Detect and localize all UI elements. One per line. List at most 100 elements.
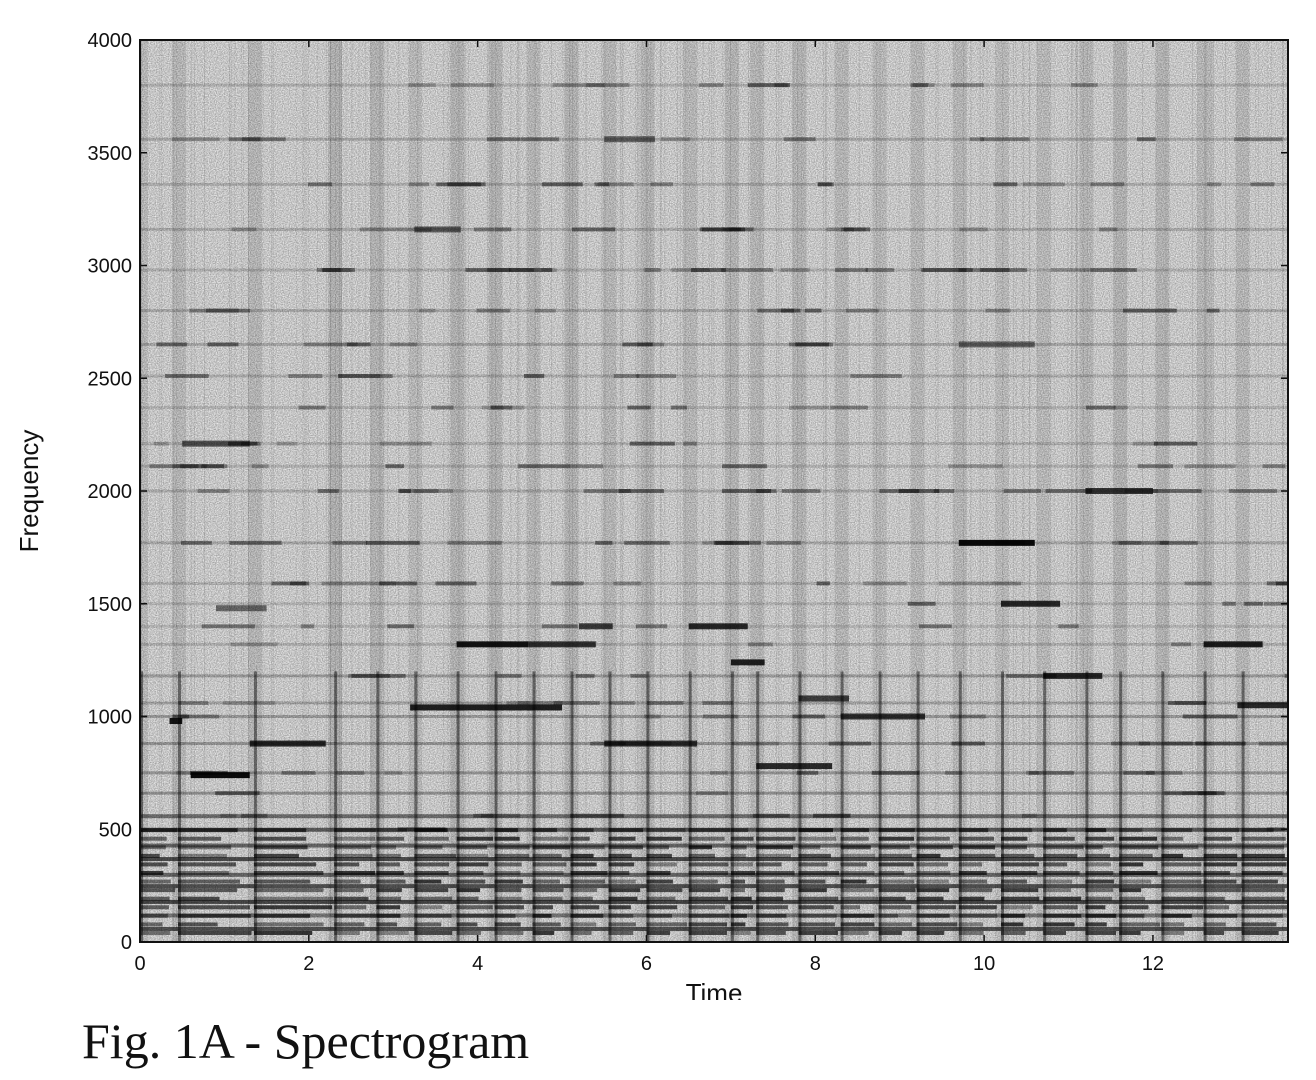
low-freq-note xyxy=(840,896,879,901)
low-freq-note xyxy=(840,879,867,884)
low-freq-note xyxy=(840,828,869,833)
low-freq-note xyxy=(1203,845,1242,850)
low-freq-note xyxy=(756,913,787,918)
note-segment xyxy=(1085,405,1116,410)
low-freq-note xyxy=(688,905,726,910)
low-freq-note xyxy=(798,930,838,935)
low-freq-note xyxy=(456,879,486,884)
low-freq-note xyxy=(1119,870,1158,875)
note-segment xyxy=(431,405,454,410)
note-segment xyxy=(766,540,801,545)
low-freq-note xyxy=(646,930,671,935)
low-freq-note xyxy=(798,862,828,867)
harmonic-line xyxy=(140,701,1288,705)
harmonic-line xyxy=(140,464,1288,468)
harmonic-line xyxy=(140,926,1288,931)
low-freq-note xyxy=(1241,845,1284,850)
note-segment xyxy=(249,740,326,747)
texture-streak xyxy=(398,40,400,942)
low-freq-note xyxy=(1241,836,1286,841)
note-segment xyxy=(1090,182,1125,187)
harmonic-line xyxy=(140,899,1288,904)
note-segment xyxy=(1258,741,1288,746)
texture-streak xyxy=(979,40,981,942)
low-freq-note xyxy=(1085,853,1111,858)
note-segment xyxy=(756,763,833,770)
onset-band xyxy=(602,40,617,942)
low-freq-note xyxy=(756,828,797,833)
low-freq-note xyxy=(253,913,311,918)
note-segment xyxy=(201,464,224,469)
low-freq-note xyxy=(494,870,521,875)
texture-streak xyxy=(572,40,574,942)
low-freq-note xyxy=(494,888,522,893)
low-freq-note xyxy=(140,888,176,893)
texture-streak xyxy=(330,40,332,942)
harmonic-line xyxy=(140,406,1288,410)
low-freq-note xyxy=(376,922,398,927)
low-freq-note xyxy=(177,862,236,867)
harmonic-line xyxy=(140,227,1288,231)
low-freq-note xyxy=(840,913,875,918)
low-freq-note xyxy=(1241,930,1279,935)
low-freq-note xyxy=(1043,913,1082,918)
note-segment xyxy=(595,540,613,545)
low-freq-note xyxy=(177,836,222,841)
texture-streak xyxy=(159,40,161,942)
low-freq-note xyxy=(878,862,914,867)
onset-band xyxy=(1037,40,1052,942)
note-segment xyxy=(1182,791,1226,796)
texture-streak xyxy=(378,40,380,942)
note-segment xyxy=(647,700,684,705)
note-segment xyxy=(534,308,556,313)
note-segment xyxy=(629,441,675,446)
note-segment xyxy=(316,268,341,273)
note-segment xyxy=(1153,441,1198,446)
low-freq-note xyxy=(532,862,567,867)
onset-band xyxy=(916,671,920,942)
note-segment xyxy=(702,540,734,545)
low-freq-note xyxy=(878,888,916,893)
note-segment xyxy=(816,581,830,586)
low-freq-note xyxy=(570,836,590,841)
note-segment xyxy=(1145,770,1183,775)
low-freq-note xyxy=(608,930,634,935)
low-freq-note xyxy=(1043,905,1078,910)
onset-band xyxy=(1197,40,1212,942)
note-segment xyxy=(1022,182,1065,187)
low-freq-note xyxy=(570,922,597,927)
onset-band xyxy=(1235,40,1250,942)
note-segment xyxy=(229,540,282,545)
low-freq-note xyxy=(253,845,308,850)
note-segment xyxy=(644,714,661,719)
low-freq-note xyxy=(376,870,404,875)
low-freq-note xyxy=(958,879,987,884)
texture-streak xyxy=(486,40,488,942)
low-freq-note xyxy=(1085,913,1117,918)
low-freq-note xyxy=(1161,828,1193,833)
spectrogram-chart: 0 2 4 6 8 10 12 0 500 1000 1500 2000 2500 3000 3500 40… xyxy=(14,30,1289,1000)
note-segment xyxy=(1123,308,1177,313)
note-segment xyxy=(1229,489,1277,493)
low-freq-note xyxy=(798,870,840,875)
low-freq-note xyxy=(1085,845,1103,850)
texture-streak xyxy=(1165,40,1167,942)
low-freq-note xyxy=(608,853,632,858)
note-segment xyxy=(691,268,726,273)
texture-streak xyxy=(1211,40,1213,942)
texture-streak xyxy=(778,40,780,942)
low-freq-note xyxy=(494,930,524,935)
low-freq-note xyxy=(1001,828,1033,833)
texture-streak xyxy=(702,40,704,942)
texture-streak xyxy=(748,40,750,942)
note-segment xyxy=(379,227,432,232)
low-freq-note xyxy=(1161,922,1185,927)
note-segment xyxy=(465,268,511,273)
note-segment xyxy=(348,673,391,678)
texture-streak xyxy=(447,40,449,942)
low-freq-note xyxy=(376,828,408,833)
note-segment xyxy=(721,489,772,493)
low-freq-note xyxy=(1085,828,1107,833)
low-freq-note xyxy=(878,836,915,841)
note-segment xyxy=(365,540,420,545)
